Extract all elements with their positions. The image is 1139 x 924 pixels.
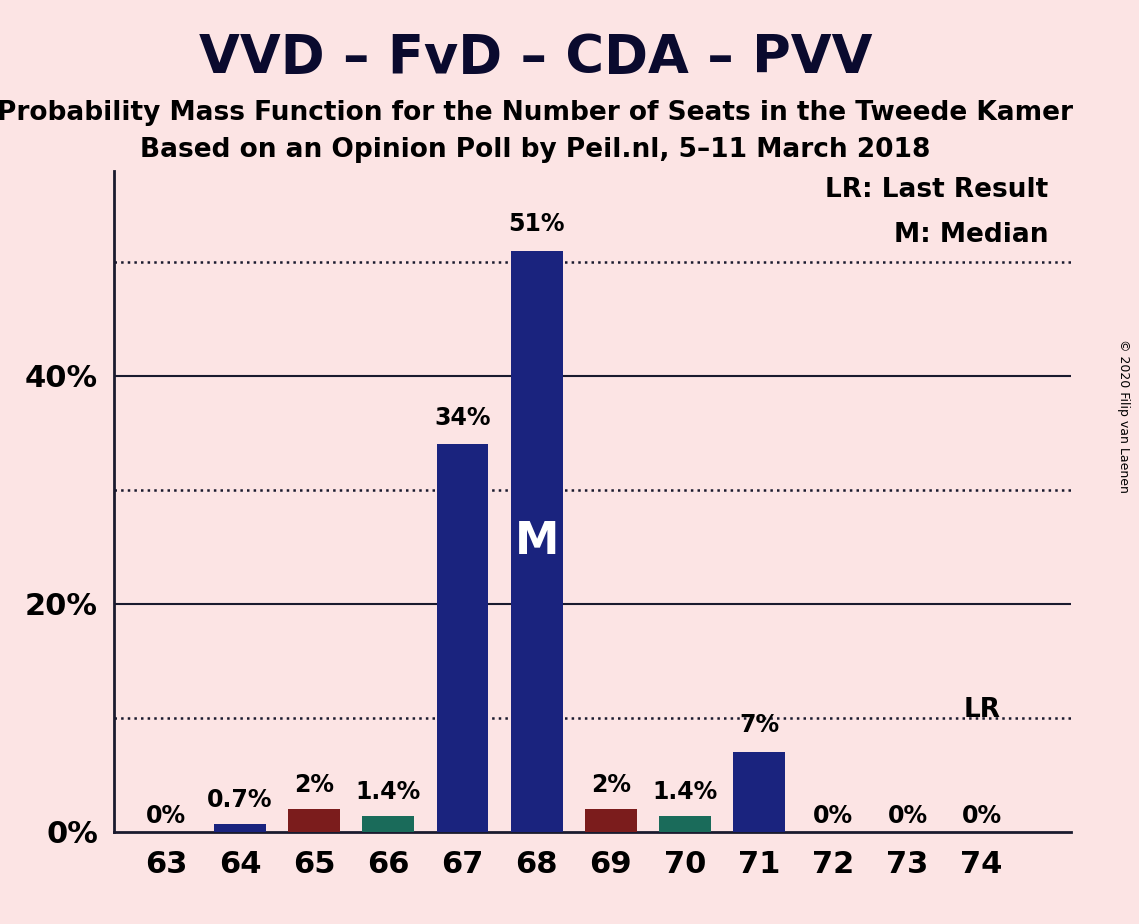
Text: Probability Mass Function for the Number of Seats in the Tweede Kamer: Probability Mass Function for the Number… <box>0 100 1073 126</box>
Text: M: M <box>515 519 559 563</box>
Text: © 2020 Filip van Laenen: © 2020 Filip van Laenen <box>1117 339 1130 492</box>
Bar <box>288 808 341 832</box>
Text: 51%: 51% <box>508 212 565 236</box>
Bar <box>659 816 711 832</box>
Bar <box>734 752 785 832</box>
Text: 0%: 0% <box>961 804 1001 828</box>
Text: LR: Last Result: LR: Last Result <box>825 176 1048 202</box>
Bar <box>584 808 637 832</box>
Text: 0%: 0% <box>887 804 927 828</box>
Text: 2%: 2% <box>591 773 631 797</box>
Bar <box>214 823 265 832</box>
Text: 7%: 7% <box>739 713 779 737</box>
Text: 1.4%: 1.4% <box>355 780 421 804</box>
Text: M: Median: M: Median <box>894 222 1048 249</box>
Text: 1.4%: 1.4% <box>653 780 718 804</box>
Text: 0.7%: 0.7% <box>207 788 272 812</box>
Bar <box>436 444 489 832</box>
Text: 0%: 0% <box>813 804 853 828</box>
Bar <box>362 816 415 832</box>
Text: 2%: 2% <box>294 773 334 797</box>
Text: LR: LR <box>964 698 1000 723</box>
Bar <box>510 250 563 832</box>
Text: Based on an Opinion Poll by Peil.nl, 5–11 March 2018: Based on an Opinion Poll by Peil.nl, 5–1… <box>140 137 931 163</box>
Text: 34%: 34% <box>434 406 491 430</box>
Text: 0%: 0% <box>146 804 186 828</box>
Text: VVD – FvD – CDA – PVV: VVD – FvD – CDA – PVV <box>198 32 872 84</box>
